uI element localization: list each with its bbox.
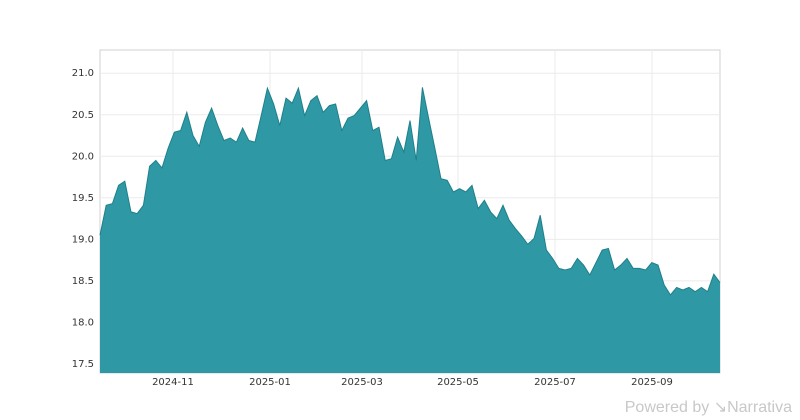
x-tick-label: 2025-01	[249, 377, 291, 388]
x-tick-label: 2025-05	[437, 377, 479, 388]
x-tick-label: 2025-09	[631, 377, 673, 388]
area-line	[99, 86, 721, 296]
y-tick-label: 18.5	[72, 276, 94, 287]
x-tick-label: 2025-07	[534, 377, 576, 388]
area	[100, 87, 720, 374]
y-tick-label: 19.5	[72, 193, 94, 204]
y-tick-label: 18.0	[72, 317, 94, 328]
x-tick-label: 2025-03	[341, 377, 383, 388]
x-tick-label: 2024-11	[152, 377, 194, 388]
footer: Powered by ↘Narrativa	[625, 399, 792, 416]
y-tick-label: 20.0	[72, 151, 94, 162]
y-tick-label: 17.5	[72, 359, 94, 370]
y-tick-label: 19.0	[72, 234, 94, 245]
y-tick-label: 21.0	[72, 68, 94, 79]
y-tick-label: 20.5	[72, 110, 94, 121]
